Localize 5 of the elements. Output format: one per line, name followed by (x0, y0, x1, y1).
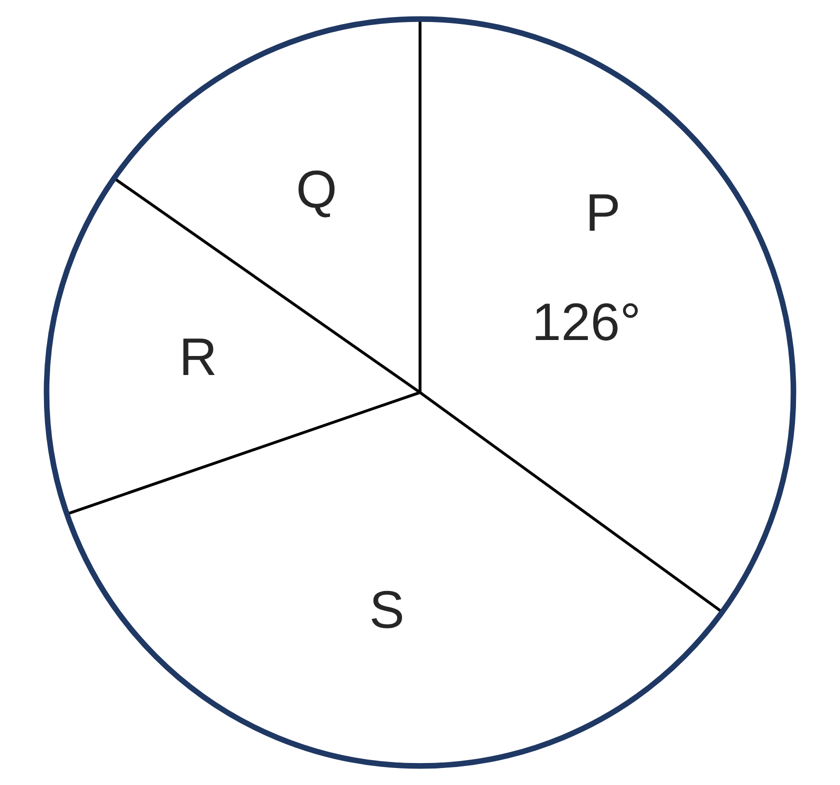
slice-label: P (590, 194, 618, 231)
data-label: 126° (536, 303, 638, 341)
slice-label: R (183, 338, 215, 375)
slice-label: S (372, 590, 402, 628)
slice-label: Q (298, 170, 335, 218)
